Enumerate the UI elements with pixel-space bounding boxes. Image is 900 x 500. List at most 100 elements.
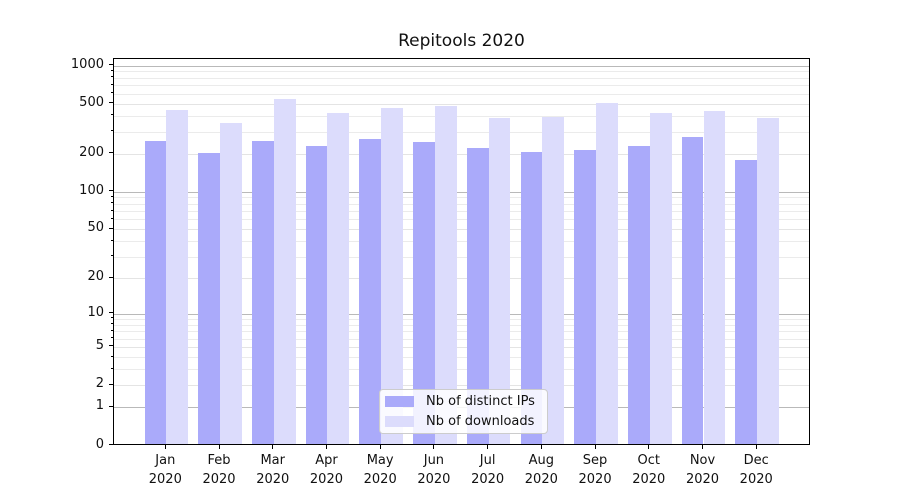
- x-tick-label-mar: Mar 2020: [243, 451, 303, 489]
- bar-downloads-aug: [542, 117, 565, 444]
- gridline-5: [114, 346, 809, 348]
- gridline-minor-600: [114, 93, 809, 95]
- bar-distinct-ips-sep: [574, 150, 597, 444]
- y-minortick-70: [111, 209, 113, 211]
- y-minortick-40: [111, 239, 113, 241]
- bar-distinct-ips-jan: [144, 141, 167, 444]
- gridline-minor-400: [114, 115, 809, 117]
- x-label-month-jul: Jul: [479, 453, 496, 468]
- y-minortick-800: [111, 76, 113, 78]
- x-tick-dec: [755, 445, 757, 449]
- y-minortick-5: [111, 345, 113, 347]
- x-label-year-sep: 2020: [578, 472, 612, 487]
- legend: Nb of distinct IPs Nb of downloads: [379, 389, 548, 434]
- y-minortick-6: [111, 337, 113, 338]
- y-tick-1: [109, 405, 113, 407]
- bar-distinct-ips-dec: [735, 160, 758, 444]
- bar-distinct-ips-may: [359, 139, 382, 444]
- bar-downloads-oct: [649, 113, 672, 444]
- x-label-month-may: May: [366, 453, 394, 468]
- y-minortick-8: [111, 323, 113, 325]
- bar-downloads-nov: [703, 110, 726, 444]
- y-tick-10: [109, 312, 113, 314]
- y-tick-label-100: 100: [79, 182, 104, 198]
- y-minortick-9: [111, 317, 113, 319]
- y-minortick-3: [111, 367, 113, 369]
- x-tick-label-jan: Jan 2020: [135, 451, 195, 489]
- gridline-minor-30: [114, 256, 809, 258]
- x-tick-label-dec: Dec 2020: [726, 451, 786, 489]
- x-tick-oct: [648, 445, 650, 449]
- bar-downloads-jul: [488, 117, 511, 444]
- gridline-500: [114, 103, 809, 105]
- x-tick-sep: [594, 445, 596, 449]
- bar-distinct-ips-mar: [251, 141, 274, 444]
- y-minortick-900: [111, 69, 113, 71]
- x-label-year-aug: 2020: [524, 472, 558, 487]
- x-label-month-aug: Aug: [528, 453, 555, 468]
- x-tick-may: [379, 445, 381, 449]
- y-tick-label-5: 5: [95, 337, 104, 353]
- y-minortick-30: [111, 255, 113, 257]
- x-tick-label-jul: Jul 2020: [458, 451, 518, 489]
- x-label-year-feb: 2020: [202, 472, 236, 487]
- x-label-month-oct: Oct: [637, 453, 660, 468]
- x-tick-feb: [218, 445, 220, 449]
- x-label-year-dec: 2020: [739, 472, 773, 487]
- x-label-month-apr: Apr: [315, 453, 338, 468]
- x-tick-label-jun: Jun 2020: [404, 451, 464, 489]
- x-tick-label-oct: Oct 2020: [619, 451, 679, 489]
- y-minortick-50: [111, 227, 113, 229]
- gridline-minor-8: [114, 324, 809, 326]
- gridline-minor-90: [114, 197, 809, 199]
- y-minortick-60: [111, 217, 113, 219]
- gridline-minor-800: [114, 77, 809, 79]
- gridline-20: [114, 278, 809, 280]
- x-tick-nov: [702, 445, 703, 449]
- x-label-year-apr: 2020: [309, 472, 343, 487]
- bar-downloads-jun: [434, 106, 457, 444]
- gridline-minor-900: [114, 71, 809, 73]
- x-label-month-nov: Nov: [689, 453, 716, 468]
- y-tick-100: [109, 190, 113, 192]
- gridline-minor-40: [114, 241, 809, 243]
- legend-label-downloads: Nb of downloads: [426, 413, 535, 429]
- y-tick-label-1: 1: [95, 398, 104, 414]
- gridline-minor-9: [114, 318, 809, 320]
- legend-swatch-distinct-ips: [385, 396, 414, 408]
- gridline-major-1000: [114, 65, 809, 67]
- gridline-minor-300: [114, 131, 809, 133]
- gridline-minor-700: [114, 85, 809, 87]
- x-label-year-jan: 2020: [148, 472, 182, 487]
- y-minortick-7: [111, 329, 113, 331]
- y-minortick-80: [111, 202, 113, 204]
- x-label-month-jun: Jun: [423, 453, 445, 468]
- x-tick-label-aug: Aug 2020: [511, 451, 571, 489]
- bar-downloads-dec: [757, 118, 780, 444]
- y-minortick-400: [111, 114, 113, 116]
- bar-distinct-ips-jun: [413, 141, 435, 444]
- x-label-month-mar: Mar: [260, 453, 285, 468]
- y-tick-label-200: 200: [79, 144, 104, 160]
- x-tick-mar: [272, 445, 274, 449]
- bar-downloads-apr: [327, 112, 350, 444]
- gridline-major-10: [114, 313, 809, 315]
- bar-downloads-sep: [596, 102, 618, 444]
- x-label-year-mar: 2020: [256, 472, 290, 487]
- x-label-year-oct: 2020: [632, 472, 666, 487]
- plot-area: [113, 58, 810, 445]
- x-tick-aug: [540, 445, 542, 449]
- gridline-minor-6: [114, 338, 809, 340]
- y-tick-label-10: 10: [87, 304, 104, 320]
- y-tick-label-500: 500: [79, 94, 104, 110]
- bar-distinct-ips-oct: [627, 145, 650, 444]
- x-tick-label-may: May 2020: [350, 451, 410, 489]
- gridline-minor-7: [114, 331, 809, 333]
- y-tick-label-1000: 1000: [70, 56, 104, 72]
- legend-row-distinct-ips: Nb of distinct IPs: [385, 394, 541, 410]
- x-tick-jun: [433, 445, 435, 449]
- y-minortick-90: [111, 195, 113, 197]
- y-tick-label-50: 50: [87, 220, 104, 236]
- x-label-month-feb: Feb: [207, 453, 231, 468]
